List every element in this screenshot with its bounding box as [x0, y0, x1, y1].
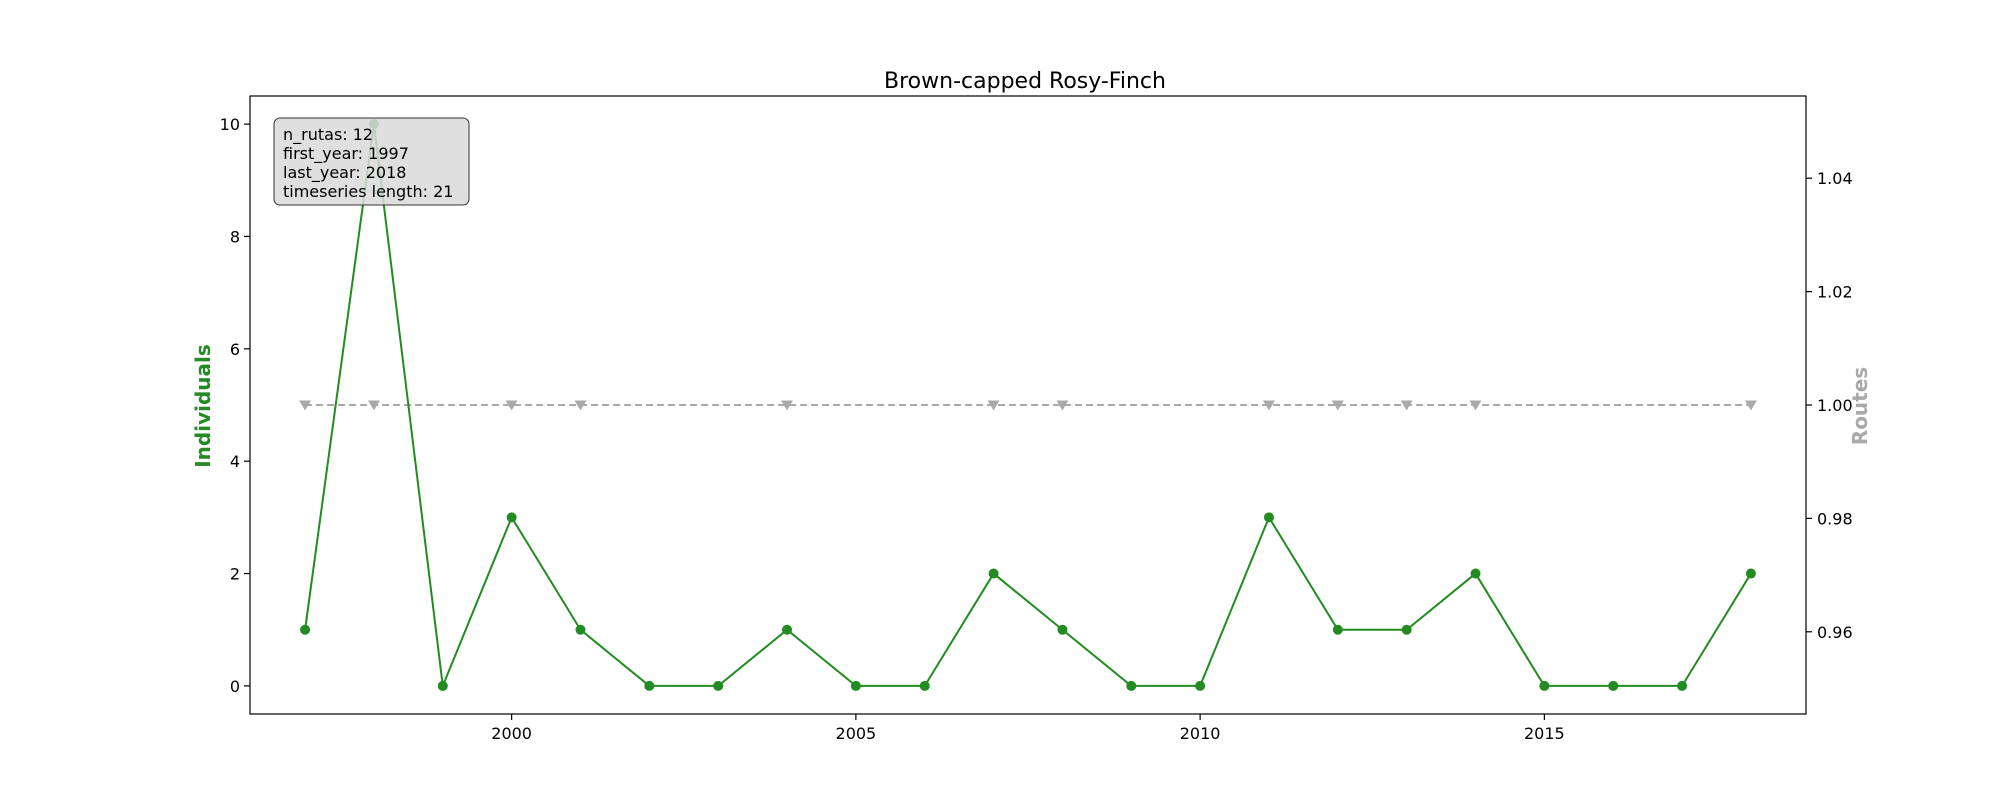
data-point-individuals [1677, 680, 1688, 691]
data-point-routes [367, 400, 380, 411]
data-point-routes [505, 400, 518, 411]
x-tick-label: 2015 [1524, 724, 1565, 743]
y-left-tick-label: 8 [230, 227, 240, 246]
x-tick-label: 2005 [836, 724, 877, 743]
data-point-routes [1400, 400, 1413, 411]
data-point-individuals [1470, 568, 1481, 579]
data-point-routes [1744, 400, 1757, 411]
y-left-tick-label: 2 [230, 565, 240, 584]
data-point-individuals [850, 680, 861, 691]
plot-area: 2000 2005 2010 2015 0 2 4 6 8 10 0.96 0.98 1.00 1.02 1… [220, 95, 1853, 743]
info-box-line: n_rutas: 12 [283, 125, 373, 145]
data-point-routes [1331, 400, 1344, 411]
data-point-individuals [575, 624, 586, 635]
data-point-individuals [919, 680, 930, 691]
data-point-individuals [1539, 680, 1550, 691]
data-point-routes [1469, 400, 1482, 411]
info-box [273, 117, 470, 206]
data-point-individuals [988, 568, 999, 579]
y-axis-right-label: Routes [1848, 367, 1872, 445]
y-right-tick-label: 1.02 [1817, 283, 1853, 302]
data-point-individuals [300, 624, 311, 635]
data-point-routes [1056, 400, 1069, 411]
data-point-individuals [1745, 568, 1756, 579]
data-point-individuals [1401, 624, 1412, 635]
data-point-individuals [1195, 680, 1206, 691]
info-box-line: timeseries length: 21 [283, 182, 453, 201]
y-left-tick-label: 10 [220, 115, 240, 134]
data-point-routes [781, 400, 794, 411]
y-right-tick-label: 1.00 [1817, 396, 1853, 415]
data-point-individuals [1608, 680, 1619, 691]
y-left-tick-label: 6 [230, 340, 240, 359]
y-left-tick-label: 4 [230, 452, 240, 471]
info-box-line: first_year: 1997 [283, 144, 409, 164]
data-point-individuals [782, 624, 793, 635]
data-point-routes [1262, 400, 1275, 411]
data-point-individuals [437, 680, 448, 691]
info-box-line: last_year: 2018 [283, 163, 406, 183]
data-point-individuals [1263, 512, 1274, 523]
x-tick-label: 2000 [491, 724, 532, 743]
data-point-individuals [644, 680, 655, 691]
data-point-routes [574, 400, 587, 411]
data-point-individuals [713, 680, 724, 691]
data-point-individuals [1126, 680, 1137, 691]
y-right-tick-label: 0.98 [1817, 509, 1853, 528]
y-right-tick-label: 1.04 [1817, 169, 1853, 188]
y-axis-left-label: Individuals [191, 344, 215, 468]
data-point-routes [299, 400, 312, 411]
y-right-tick-label: 0.96 [1817, 623, 1853, 642]
data-point-individuals [506, 512, 517, 523]
y-left-tick-label: 0 [230, 677, 240, 696]
x-tick-label: 2010 [1180, 724, 1221, 743]
data-point-individuals [1057, 624, 1068, 635]
data-point-individuals [1332, 624, 1343, 635]
data-point-routes [987, 400, 1000, 411]
series-line-individuals [304, 123, 1752, 690]
chart-title: Brown-capped Rosy-Finch [884, 69, 1166, 94]
